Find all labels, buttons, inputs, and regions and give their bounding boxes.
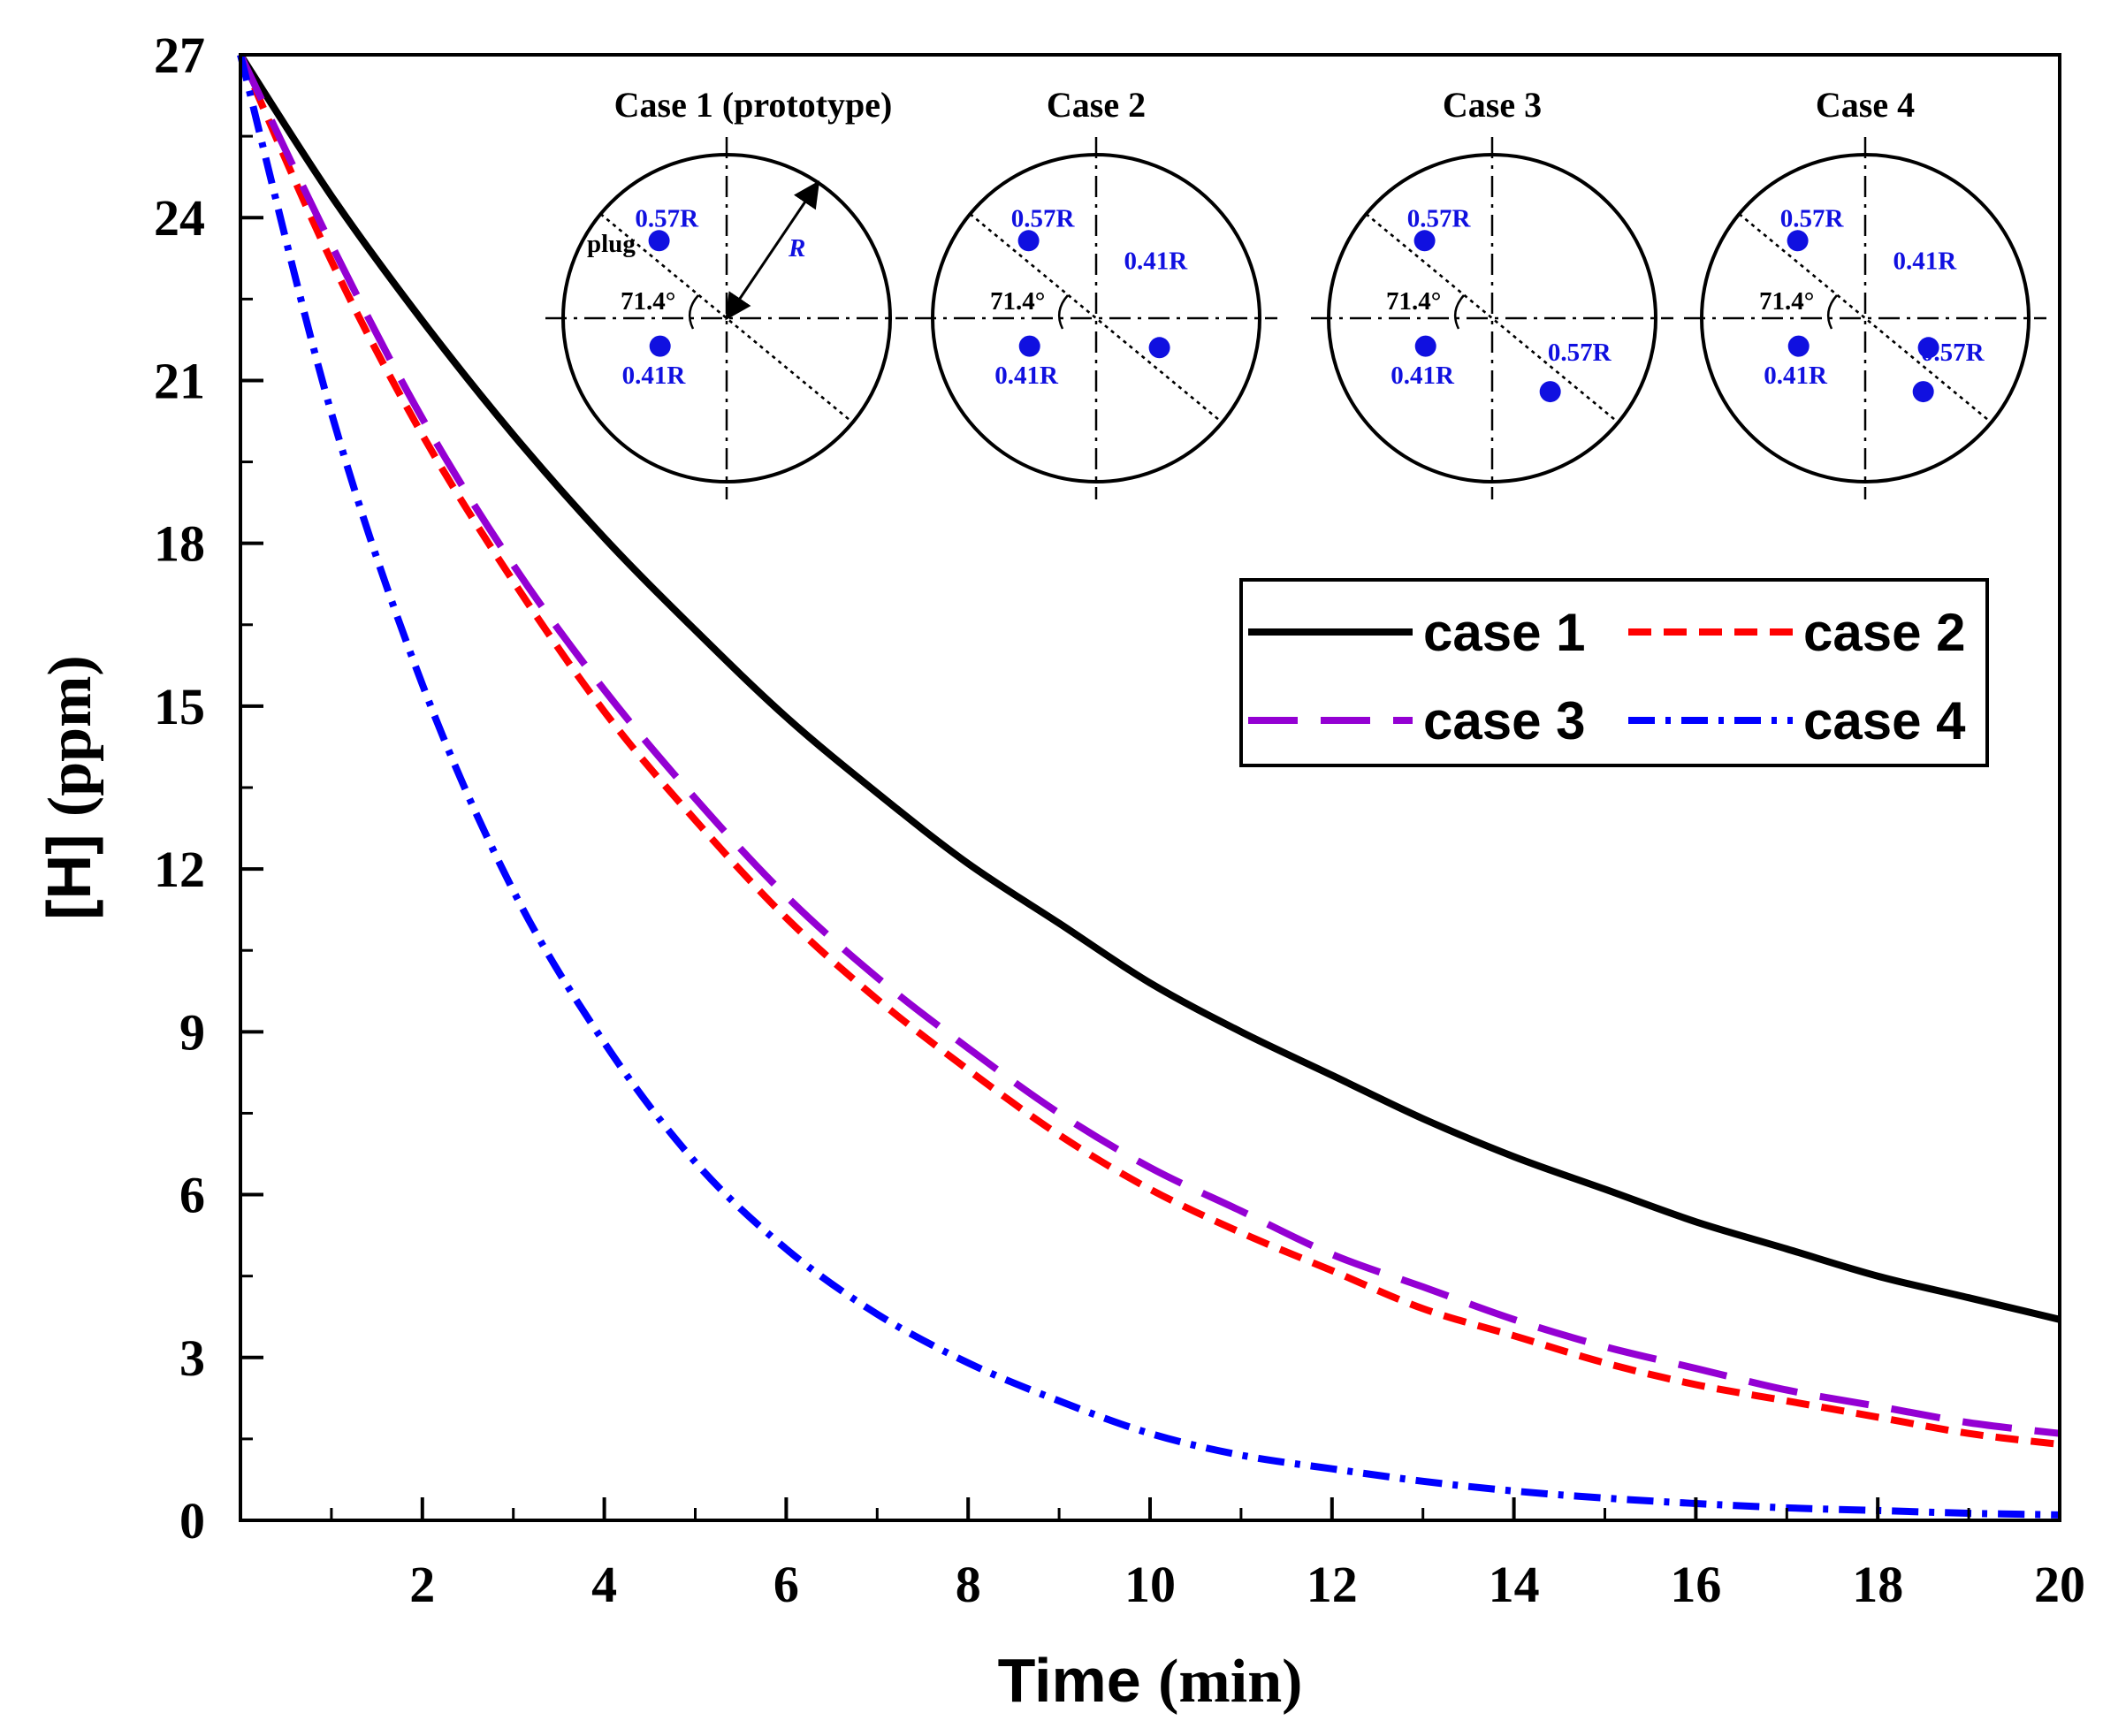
plug-position-label: 0.57R — [1780, 204, 1845, 232]
plug-position-marker — [1148, 337, 1170, 359]
inset-diameter-line — [1738, 213, 1993, 423]
plug-position-marker — [649, 335, 671, 357]
radius-arrow — [725, 180, 820, 321]
x-tick-label: 8 — [956, 1556, 981, 1613]
y-tick-label: 9 — [179, 1003, 205, 1061]
y-tick-label: 24 — [154, 189, 205, 247]
inset-panel-case-4: Case 4 71.4° 0.57R 0.41R 0.41R 0.57R — [1684, 85, 2046, 499]
legend-label-case-1: case 1 — [1423, 603, 1586, 662]
y-tick-label: 18 — [154, 515, 205, 573]
inset-angle-label: 71.4° — [1386, 287, 1441, 316]
legend: case 1 case 2 case 3 case 4 — [1239, 578, 1989, 767]
plug-position-marker — [1917, 337, 1939, 359]
inset-angle-label: 71.4° — [990, 287, 1045, 316]
y-axis-title-unit: (ppm) — [36, 655, 104, 817]
plug-position-label: 0.41R — [1764, 362, 1828, 390]
legend-label-case-4: case 4 — [1803, 691, 1966, 750]
y-axis-title-main: [H] — [34, 817, 103, 920]
x-tick-label: 4 — [591, 1556, 617, 1613]
plug-label: plug — [587, 230, 636, 258]
inset-circle — [931, 153, 1261, 483]
plug-position-label: 0.57R — [1011, 204, 1076, 232]
y-tick-label: 0 — [179, 1492, 205, 1549]
plug-position-label: 0.41R — [1893, 247, 1957, 276]
y-tick-label: 27 — [154, 27, 205, 84]
x-tick-label: 12 — [1307, 1556, 1358, 1613]
inset-panel-case-2: Case 2 71.4° 0.57R 0.41R 0.41R — [915, 85, 1277, 499]
legend-label-case-3: case 3 — [1423, 691, 1586, 750]
plug-position-marker — [1018, 335, 1040, 357]
plug-position-label: 0.41R — [1124, 247, 1188, 276]
y-tick-label: 12 — [154, 841, 205, 898]
x-tick-label: 18 — [1852, 1556, 1903, 1613]
y-tick-label: 6 — [179, 1167, 205, 1224]
inset-circle — [1327, 153, 1657, 483]
y-tick-label: 21 — [154, 352, 205, 409]
y-axis-title: [H] (ppm) — [34, 655, 104, 919]
x-tick-label: 2 — [409, 1556, 435, 1613]
inset-diameter-line — [599, 213, 854, 423]
series-line-case-2 — [237, 53, 2061, 1448]
inset-angle-arc — [688, 294, 699, 330]
plug-position-label: 0.41R — [622, 362, 687, 390]
plug-position-label: 0.57R — [635, 204, 699, 232]
legend-box — [1239, 578, 1989, 767]
inset-title: Case 3 — [1443, 85, 1542, 125]
inset-angle-label: 71.4° — [621, 287, 675, 316]
plug-position-label: 0.57R — [1548, 339, 1612, 367]
plug-position-marker — [1787, 335, 1810, 357]
plug-position-marker — [648, 230, 670, 252]
inset-panel-case-3: Case 3 71.4° 0.57R 0.41R 0.57R — [1311, 85, 1673, 499]
plug-position-marker — [1912, 381, 1934, 403]
x-axis-title-main: Time — [998, 1646, 1159, 1715]
inset-title: Case 4 — [1816, 85, 1915, 125]
series-layer — [237, 52, 2061, 1519]
x-axis-title: Time (min) — [998, 1646, 1303, 1716]
plug-position-label: 0.57R — [1921, 339, 1985, 367]
series-line-case-1 — [237, 52, 2061, 1323]
x-tick-label: 20 — [2034, 1556, 2085, 1613]
inset-angle-arc — [1453, 294, 1465, 330]
legend-label-case-2: case 2 — [1803, 603, 1966, 662]
plug-position-label: 0.41R — [994, 362, 1059, 390]
inset-panel-case-1: Case 1 (prototype) 71.4° 0.57R 0.41R plug R — [545, 85, 908, 499]
plug-position-marker — [1787, 230, 1809, 252]
x-tick-label: 6 — [773, 1556, 799, 1613]
plug-position-marker — [1413, 230, 1436, 252]
plug-position-marker — [1414, 335, 1436, 357]
plug-position-label: 0.41R — [1391, 362, 1455, 390]
x-axis-title-unit: (min) — [1158, 1648, 1302, 1716]
inset-angle-arc — [1826, 294, 1838, 330]
inset-diameter-line — [1365, 213, 1619, 423]
inset-title: Case 1 (prototype) — [614, 85, 893, 125]
series-line-case-3 — [237, 53, 2061, 1437]
x-tick-label: 10 — [1124, 1556, 1176, 1613]
inset-circle — [1700, 153, 2031, 483]
plug-position-marker — [1017, 230, 1040, 252]
inset-angle-arc — [1057, 294, 1069, 330]
plug-position-label: 0.57R — [1407, 204, 1472, 232]
x-tick-label: 16 — [1670, 1556, 1721, 1613]
plug-position-marker — [1539, 381, 1561, 403]
inset-diameter-line — [969, 213, 1223, 423]
x-tick-label: 14 — [1489, 1556, 1540, 1613]
y-tick-label: 3 — [179, 1329, 205, 1387]
inset-title: Case 2 — [1047, 85, 1146, 125]
inset-angle-label: 71.4° — [1759, 287, 1814, 316]
radius-label: R — [788, 234, 805, 263]
y-tick-label: 15 — [154, 678, 205, 735]
